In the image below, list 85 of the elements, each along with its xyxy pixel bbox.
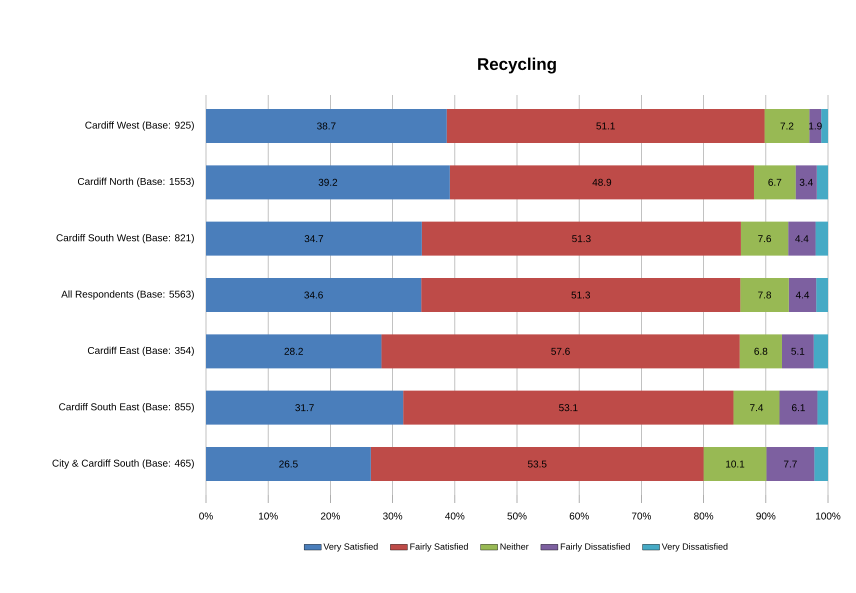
bar — [450, 165, 754, 200]
bar — [206, 447, 371, 482]
bar — [814, 447, 828, 482]
data-label: 57.6 — [551, 348, 570, 355]
x-tick-label: 40% — [445, 512, 464, 520]
bar — [817, 390, 828, 425]
bar — [821, 108, 828, 143]
data-label: 51.3 — [572, 235, 591, 242]
data-label: 34.6 — [304, 291, 323, 299]
x-tick-label: 50% — [507, 512, 527, 520]
bar — [704, 447, 766, 482]
data-label: 53.5 — [528, 460, 546, 468]
y-tick-label: Cardiff South East (Base: 855) — [59, 403, 194, 412]
bar — [206, 278, 422, 312]
y-tick-label: Cardiff West (Base: 925) — [85, 121, 194, 131]
legend-label: Fairly Satisfied — [410, 543, 468, 552]
x-tick-label: 90% — [756, 512, 776, 520]
bar — [814, 334, 828, 368]
y-tick-label: City & Cardiff South (Base: 465) — [52, 459, 194, 469]
x-tick-label: 30% — [383, 512, 402, 520]
bar — [733, 390, 780, 425]
legend-label: Very Satisfied — [323, 543, 378, 552]
data-label: 6.8 — [754, 348, 768, 355]
bar — [754, 165, 796, 200]
x-tick-label: 20% — [320, 512, 340, 520]
bar — [740, 278, 789, 312]
data-label: 34.7 — [304, 235, 324, 242]
data-label: 31.7 — [295, 404, 314, 412]
x-tick-label: 60% — [570, 512, 589, 520]
data-label: 6.7 — [768, 178, 782, 186]
bar — [788, 222, 816, 256]
data-label: 26.5 — [279, 460, 298, 468]
x-tick-label: 80% — [694, 512, 714, 520]
x-tick-label: 100% — [816, 512, 840, 520]
bar — [816, 278, 828, 312]
data-label: 7.7 — [784, 460, 797, 468]
data-label: 48.9 — [592, 178, 612, 186]
data-label: 5.1 — [791, 348, 804, 355]
bar — [421, 278, 740, 312]
bar — [740, 334, 782, 368]
y-tick-label: All Respondents (Base: 5563) — [61, 290, 194, 300]
data-label: 7.6 — [758, 235, 772, 242]
legend-label: Neither — [500, 543, 529, 550]
data-label: 6.1 — [792, 404, 805, 412]
bar — [206, 165, 450, 200]
bar — [764, 108, 810, 143]
bar — [782, 334, 814, 368]
y-tick-label: Cardiff South West (Base: 821) — [56, 234, 194, 244]
data-label: 28.2 — [284, 348, 303, 355]
legend-label: Very Dissatisfied — [662, 543, 728, 552]
bar — [370, 447, 704, 482]
bar — [816, 165, 828, 200]
data-label: 10.1 — [726, 460, 744, 468]
y-tick-label: Cardiff North (Base: 1553) — [78, 178, 194, 187]
bar — [446, 108, 765, 143]
bar — [788, 278, 816, 312]
bar — [206, 334, 382, 368]
bar — [816, 222, 828, 256]
bar — [796, 165, 817, 200]
bar — [206, 222, 422, 256]
data-label: 4.4 — [796, 292, 810, 298]
bar — [779, 390, 818, 425]
y-tick-label: Cardiff East (Base: 354) — [88, 346, 194, 356]
bar — [403, 390, 734, 425]
bar — [422, 222, 741, 256]
data-label: 38.7 — [317, 122, 336, 130]
data-label: 51.1 — [596, 122, 615, 130]
bar — [740, 222, 788, 256]
x-tick-label: 70% — [632, 512, 652, 520]
data-label: 7.8 — [758, 291, 772, 299]
data-label: 7.4 — [750, 404, 764, 412]
data-label: 4.4 — [795, 235, 809, 242]
x-tick-label: 10% — [258, 512, 278, 520]
chart-title: Recycling — [478, 58, 556, 74]
data-label: 51.3 — [571, 291, 590, 299]
data-label: 39.2 — [318, 178, 338, 186]
data-label: 7.2 — [780, 122, 794, 130]
bar — [381, 334, 740, 368]
bar — [766, 447, 814, 482]
bar — [206, 390, 404, 425]
x-tick-label: 0% — [199, 512, 213, 520]
data-label: 3.4 — [800, 178, 813, 186]
data-label: 53.1 — [559, 404, 578, 412]
bar — [206, 108, 447, 143]
legend-label: Fairly Dissatisfied — [560, 543, 630, 552]
